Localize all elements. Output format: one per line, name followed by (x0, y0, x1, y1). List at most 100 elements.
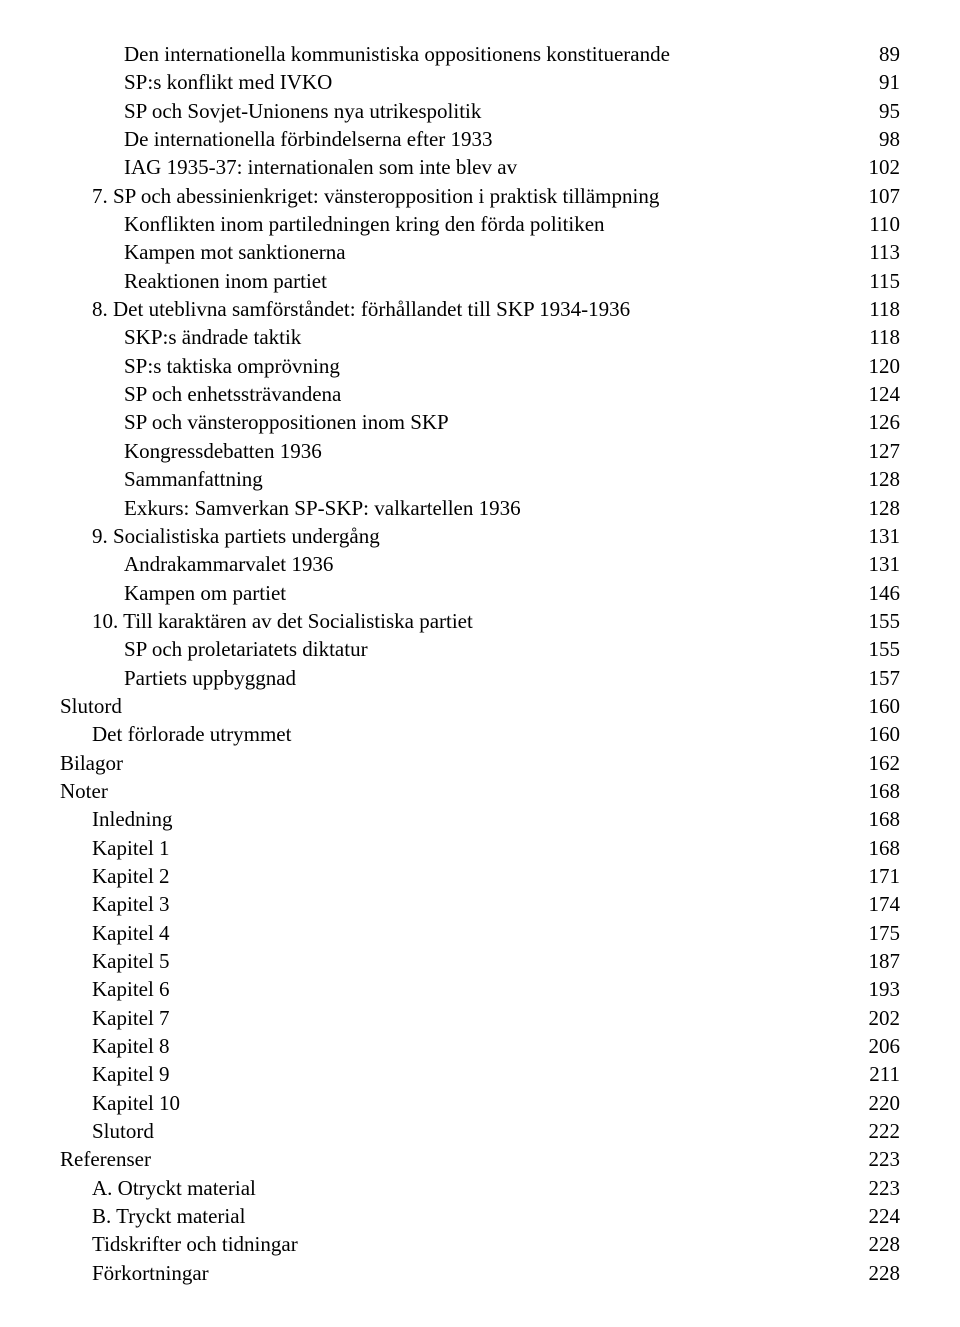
toc-entry-page: 126 (869, 408, 901, 436)
toc-entry-label: SP:s taktiska omprövning (124, 352, 340, 380)
toc-entry-label: Referenser (60, 1145, 151, 1173)
toc-entry-page: 146 (869, 579, 901, 607)
toc-entry-label: Tidskrifter och tidningar (92, 1230, 298, 1258)
toc-entry-page: 223 (869, 1174, 901, 1202)
toc-entry: Kapitel 5 187 (60, 947, 900, 975)
toc-entry: Kapitel 8 206 (60, 1032, 900, 1060)
toc-entry-label: Bilagor (60, 749, 123, 777)
toc-entry-label: Kapitel 7 (92, 1004, 170, 1032)
toc-entry-page: 131 (869, 522, 901, 550)
toc-entry: Konflikten inom partiledningen kring den… (60, 210, 900, 238)
toc-entry-page: 155 (869, 635, 901, 663)
toc-entry: SP och Sovjet-Unionens nya utrikespoliti… (60, 97, 900, 125)
toc-entry-page: 124 (869, 380, 901, 408)
toc-entry-page: 211 (869, 1060, 900, 1088)
toc-entry-page: 224 (869, 1202, 901, 1230)
toc-entry-page: 160 (869, 720, 901, 748)
toc-entry-page: 131 (869, 550, 901, 578)
toc-entry-page: 118 (869, 323, 900, 351)
toc-entry-page: 193 (869, 975, 901, 1003)
toc-entry: Kampen om partiet 146 (60, 579, 900, 607)
toc-entry-page: 91 (879, 68, 900, 96)
toc-entry: Inledning 168 (60, 805, 900, 833)
toc-entry-page: 155 (869, 607, 901, 635)
toc-entry-label: Kongressdebatten 1936 (124, 437, 322, 465)
toc-entry-page: 228 (869, 1230, 901, 1258)
toc-entry-page: 175 (869, 919, 901, 947)
toc-entry-label: Kapitel 5 (92, 947, 170, 975)
toc-entry-label: Kapitel 8 (92, 1032, 170, 1060)
toc-entry-label: 7. SP och abessinienkriget: vänsteroppos… (92, 182, 659, 210)
toc-entry-page: 98 (879, 125, 900, 153)
toc-entry: Kapitel 2 171 (60, 862, 900, 890)
toc-entry-label: Kapitel 9 (92, 1060, 170, 1088)
toc-entry: IAG 1935-37: internationalen som inte bl… (60, 153, 900, 181)
toc-entry-label: SP och enhetssträvandena (124, 380, 341, 408)
toc-entry-label: 10. Till karaktären av det Socialistiska… (92, 607, 473, 635)
toc-entry-page: 128 (869, 494, 901, 522)
toc-entry-label: Kapitel 1 (92, 834, 170, 862)
toc-entry: De internationella förbindelserna efter … (60, 125, 900, 153)
toc-entry-page: 168 (869, 834, 901, 862)
toc-entry-label: B. Tryckt material (92, 1202, 245, 1230)
toc-entry: 10. Till karaktären av det Socialistiska… (60, 607, 900, 635)
toc-entry-page: 206 (869, 1032, 901, 1060)
toc-entry: Kapitel 4 175 (60, 919, 900, 947)
toc-entry-label: Slutord (92, 1117, 154, 1145)
toc-entry-label: Reaktionen inom partiet (124, 267, 327, 295)
toc-entry-label: Kapitel 4 (92, 919, 170, 947)
table-of-contents: Den internationella kommunistiska opposi… (60, 40, 900, 1287)
toc-entry: Exkurs: Samverkan SP-SKP: valkartellen 1… (60, 494, 900, 522)
toc-entry: Kapitel 1 168 (60, 834, 900, 862)
toc-entry-page: 115 (869, 267, 900, 295)
toc-entry-label: SP:s konflikt med IVKO (124, 68, 332, 96)
toc-entry: SP och vänsteroppositionen inom SKP 126 (60, 408, 900, 436)
toc-entry-page: 113 (869, 238, 900, 266)
toc-entry-label: Exkurs: Samverkan SP-SKP: valkartellen 1… (124, 494, 521, 522)
toc-entry-page: 168 (869, 777, 901, 805)
toc-entry-label: Sammanfattning (124, 465, 263, 493)
toc-entry-page: 110 (869, 210, 900, 238)
toc-entry-page: 160 (869, 692, 901, 720)
toc-entry: SP:s konflikt med IVKO 91 (60, 68, 900, 96)
toc-entry-page: 220 (869, 1089, 901, 1117)
toc-entry: Kampen mot sanktionerna 113 (60, 238, 900, 266)
toc-entry-label: Den internationella kommunistiska opposi… (124, 40, 670, 68)
toc-entry-label: 8. Det uteblivna samförståndet: förhålla… (92, 295, 630, 323)
toc-entry-page: 128 (869, 465, 901, 493)
toc-entry-page: 162 (869, 749, 901, 777)
toc-entry-label: SP och proletariatets diktatur (124, 635, 368, 663)
toc-entry: 9. Socialistiska partiets undergång 131 (60, 522, 900, 550)
toc-entry: Kapitel 9 211 (60, 1060, 900, 1088)
toc-entry-page: 187 (869, 947, 901, 975)
toc-entry-label: SKP:s ändrade taktik (124, 323, 301, 351)
toc-entry-page: 89 (879, 40, 900, 68)
toc-entry-page: 107 (869, 182, 901, 210)
toc-entry: 7. SP och abessinienkriget: vänsteroppos… (60, 182, 900, 210)
toc-entry: Referenser 223 (60, 1145, 900, 1173)
toc-entry-label: Noter (60, 777, 108, 805)
toc-entry: SP:s taktiska omprövning 120 (60, 352, 900, 380)
toc-entry-label: De internationella förbindelserna efter … (124, 125, 493, 153)
toc-entry-label: Konflikten inom partiledningen kring den… (124, 210, 605, 238)
toc-entry: Noter 168 (60, 777, 900, 805)
toc-entry-label: Det förlorade utrymmet (92, 720, 291, 748)
toc-entry-label: Inledning (92, 805, 172, 833)
toc-entry-page: 118 (869, 295, 900, 323)
toc-entry: Kapitel 10 220 (60, 1089, 900, 1117)
toc-entry: Kapitel 7 202 (60, 1004, 900, 1032)
toc-entry-label: Kapitel 10 (92, 1089, 180, 1117)
toc-entry: Andrakammarvalet 1936 131 (60, 550, 900, 578)
toc-entry-label: Kampen mot sanktionerna (124, 238, 346, 266)
toc-entry: Partiets uppbyggnad 157 (60, 664, 900, 692)
toc-entry-label: IAG 1935-37: internationalen som inte bl… (124, 153, 517, 181)
toc-entry: SP och enhetssträvandena 124 (60, 380, 900, 408)
toc-entry: 8. Det uteblivna samförståndet: förhålla… (60, 295, 900, 323)
toc-entry-page: 228 (869, 1259, 901, 1287)
toc-entry-page: 120 (869, 352, 901, 380)
toc-entry-label: Kapitel 2 (92, 862, 170, 890)
toc-entry: Kongressdebatten 1936 127 (60, 437, 900, 465)
toc-entry-label: A. Otryckt material (92, 1174, 256, 1202)
toc-entry-page: 171 (869, 862, 901, 890)
toc-entry: Tidskrifter och tidningar 228 (60, 1230, 900, 1258)
